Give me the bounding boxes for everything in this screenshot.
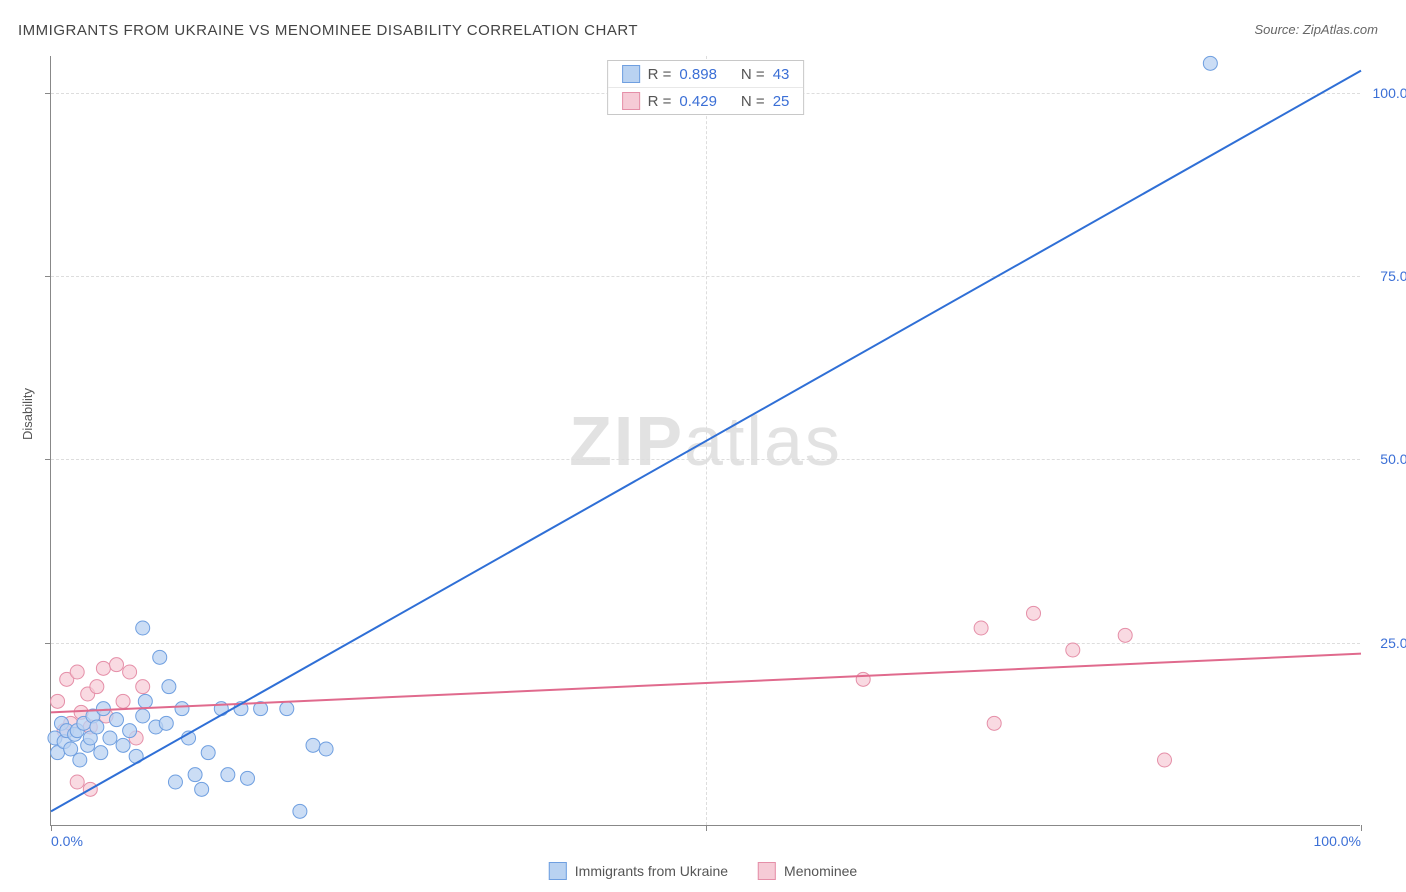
- r-prefix: R =: [648, 66, 672, 83]
- stats-legend: R = 0.898 N = 43 R = 0.429 N = 25: [607, 60, 805, 115]
- data-point: [195, 782, 209, 796]
- data-point: [153, 650, 167, 664]
- source-prefix: Source:: [1254, 22, 1302, 37]
- data-point: [94, 746, 108, 760]
- data-point: [70, 775, 84, 789]
- bottom-legend: Immigrants from Ukraine Menominee: [549, 862, 857, 880]
- data-point: [70, 665, 84, 679]
- chart-title: IMMIGRANTS FROM UKRAINE VS MENOMINEE DIS…: [18, 22, 638, 39]
- y-axis-title: Disability: [20, 388, 35, 440]
- plot-area: ZIPatlas 25.0%50.0%75.0%100.0%0.0%100.0%…: [50, 56, 1360, 826]
- n-prefix: N =: [741, 93, 765, 110]
- source-value: ZipAtlas.com: [1303, 22, 1378, 37]
- source-attribution: Source: ZipAtlas.com: [1254, 22, 1378, 37]
- data-point: [293, 804, 307, 818]
- data-point: [1158, 753, 1172, 767]
- data-point: [1027, 606, 1041, 620]
- data-point: [73, 753, 87, 767]
- r-prefix: R =: [648, 93, 672, 110]
- x-tick-label: 0.0%: [51, 833, 83, 849]
- data-point: [856, 672, 870, 686]
- data-point: [159, 716, 173, 730]
- swatch-ukraine: [549, 862, 567, 880]
- data-point: [319, 742, 333, 756]
- data-point: [221, 768, 235, 782]
- data-point: [162, 680, 176, 694]
- data-point: [168, 775, 182, 789]
- y-tick-label: 25.0%: [1380, 635, 1406, 651]
- data-point: [103, 731, 117, 745]
- swatch-ukraine: [622, 65, 640, 83]
- stats-row-menominee: R = 0.429 N = 25: [608, 87, 804, 114]
- data-point: [116, 694, 130, 708]
- data-point: [188, 768, 202, 782]
- data-point: [123, 665, 137, 679]
- r-value-ukraine: 0.898: [679, 66, 717, 83]
- n-prefix: N =: [741, 66, 765, 83]
- data-point: [136, 621, 150, 635]
- data-point: [1118, 628, 1132, 642]
- data-point: [138, 694, 152, 708]
- ukraine-trendline: [51, 71, 1361, 812]
- legend-label-ukraine: Immigrants from Ukraine: [575, 863, 728, 879]
- y-tick-label: 75.0%: [1380, 268, 1406, 284]
- data-point: [241, 771, 255, 785]
- legend-label-menominee: Menominee: [784, 863, 857, 879]
- data-point: [1066, 643, 1080, 657]
- legend-item-menominee: Menominee: [758, 862, 857, 880]
- x-tick-label: 100.0%: [1314, 833, 1361, 849]
- swatch-menominee: [622, 92, 640, 110]
- data-point: [1203, 56, 1217, 70]
- chart-svg: [51, 56, 1360, 825]
- data-point: [175, 702, 189, 716]
- data-point: [51, 694, 65, 708]
- n-value-ukraine: 43: [773, 66, 790, 83]
- data-point: [116, 738, 130, 752]
- legend-item-ukraine: Immigrants from Ukraine: [549, 862, 728, 880]
- data-point: [306, 738, 320, 752]
- stats-row-ukraine: R = 0.898 N = 43: [608, 61, 804, 87]
- data-point: [110, 713, 124, 727]
- data-point: [90, 680, 104, 694]
- data-point: [201, 746, 215, 760]
- menominee-points: [51, 606, 1172, 796]
- data-point: [280, 702, 294, 716]
- data-point: [136, 680, 150, 694]
- data-point: [96, 661, 110, 675]
- data-point: [90, 720, 104, 734]
- swatch-menominee: [758, 862, 776, 880]
- y-tick-label: 100.0%: [1373, 85, 1406, 101]
- n-value-menominee: 25: [773, 93, 790, 110]
- data-point: [974, 621, 988, 635]
- r-value-menominee: 0.429: [679, 93, 717, 110]
- data-point: [110, 658, 124, 672]
- menominee-trendline: [51, 654, 1361, 713]
- data-point: [123, 724, 137, 738]
- y-tick-label: 50.0%: [1380, 451, 1406, 467]
- data-point: [96, 702, 110, 716]
- data-point: [987, 716, 1001, 730]
- data-point: [136, 709, 150, 723]
